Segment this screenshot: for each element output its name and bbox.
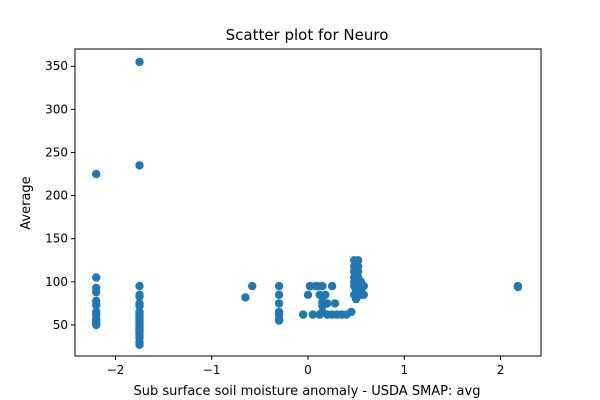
data-point [359, 290, 368, 299]
data-point [513, 282, 523, 292]
y-tick-label: 350 [45, 59, 68, 73]
data-point [323, 299, 332, 308]
data-point [135, 340, 144, 349]
data-point [92, 273, 101, 282]
data-point [347, 307, 356, 317]
y-tick-label: 100 [45, 275, 68, 289]
y-tick-label: 300 [45, 102, 68, 116]
data-point [353, 256, 363, 265]
data-point [92, 300, 101, 310]
data-point [330, 299, 340, 308]
data-point [135, 161, 144, 170]
data-point [241, 293, 250, 302]
x-tick-label: 2 [497, 363, 505, 377]
y-tick-label: 250 [45, 145, 68, 159]
y-axis-label: Average [19, 176, 34, 229]
x-tick-label: −1 [203, 363, 221, 377]
data-point [135, 301, 144, 311]
data-point [248, 281, 257, 291]
y-tick-label: 50 [53, 318, 68, 332]
x-tick-label: −2 [107, 363, 125, 377]
x-axis-label: Sub surface soil moisture anomaly - USDA… [134, 384, 481, 399]
data-point [318, 281, 327, 291]
data-point [274, 290, 284, 299]
data-point [274, 299, 284, 308]
data-point [359, 281, 368, 291]
y-tick-label: 200 [45, 189, 68, 203]
data-point [321, 290, 330, 299]
data-point [274, 316, 284, 325]
data-point [327, 281, 337, 291]
data-point [135, 292, 144, 301]
data-point [135, 281, 144, 291]
data-point [92, 288, 101, 297]
data-point [135, 57, 144, 67]
data-point [92, 169, 101, 179]
data-point [274, 281, 284, 291]
y-tick-label: 150 [45, 232, 68, 246]
data-point [305, 281, 315, 291]
x-tick-label: 1 [400, 363, 408, 377]
x-tick-label: 0 [304, 363, 312, 377]
data-point [353, 267, 363, 276]
data-point [303, 290, 313, 299]
data-point [92, 320, 101, 330]
data-point [299, 310, 308, 319]
plot-frame [74, 48, 542, 357]
chart-title: Scatter plot for Neuro [226, 26, 389, 44]
data-point [308, 310, 317, 319]
